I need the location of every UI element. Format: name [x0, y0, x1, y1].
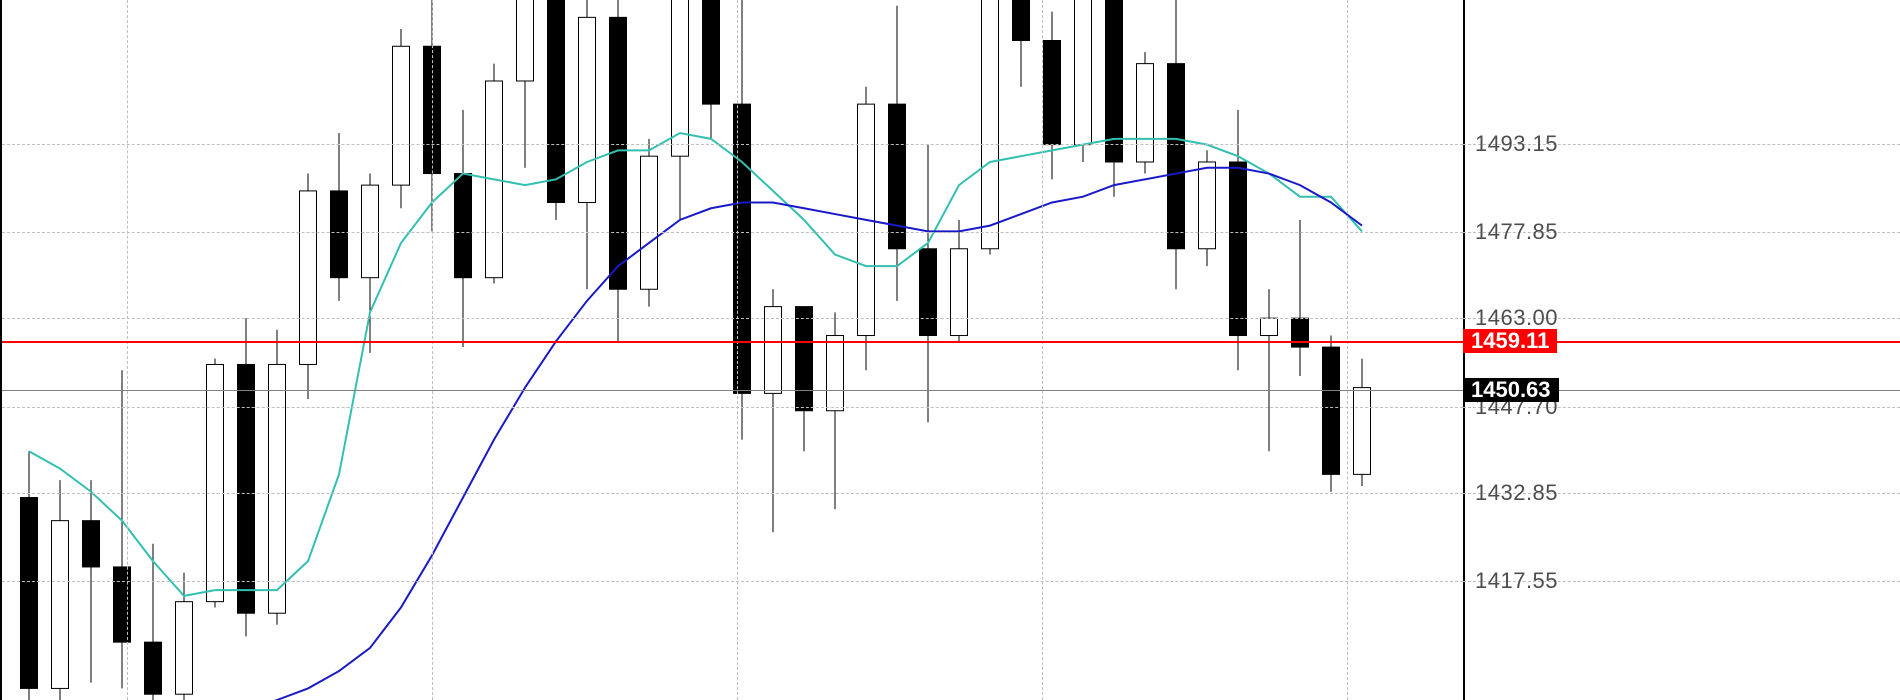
- candle-body: [1168, 64, 1185, 249]
- axis-price-label: 1477.85: [1475, 219, 1558, 245]
- candle-body: [1106, 0, 1123, 162]
- candle-body: [827, 336, 844, 411]
- candle-body: [517, 0, 534, 81]
- candle-body: [982, 0, 999, 249]
- candle-body: [207, 364, 224, 601]
- candle-body: [1137, 64, 1154, 162]
- candle-body: [1044, 40, 1061, 144]
- candle-body: [455, 174, 472, 278]
- candle-body: [145, 642, 162, 694]
- candle-body: [579, 17, 596, 202]
- gridline-horizontal: [2, 232, 1463, 233]
- gridline-vertical: [432, 0, 433, 700]
- gridline-horizontal: [2, 407, 1463, 408]
- candle-body: [300, 191, 317, 365]
- candle-body: [548, 0, 565, 202]
- axis-price-label: 1493.15: [1475, 131, 1558, 157]
- price-line: [2, 390, 1463, 391]
- gridline-vertical: [737, 0, 738, 700]
- candle-body: [703, 0, 720, 104]
- gridline-vertical: [1347, 0, 1348, 700]
- gridline-horizontal: [2, 318, 1463, 319]
- candle-body: [393, 46, 410, 185]
- candle-body: [920, 249, 937, 336]
- candle-body: [238, 364, 255, 613]
- candle-body: [1292, 318, 1309, 347]
- candle-body: [1323, 347, 1340, 474]
- gridline-horizontal: [2, 144, 1463, 145]
- candle-body: [641, 156, 658, 289]
- gridline-vertical: [127, 0, 128, 700]
- candle-body: [1013, 0, 1030, 40]
- price-marker-label: 1459.11: [1463, 329, 1557, 353]
- candle-body: [52, 521, 69, 689]
- gridline-vertical: [1042, 0, 1043, 700]
- ma-short-line: [29, 133, 1362, 596]
- gridline-horizontal: [2, 581, 1463, 582]
- candle-body: [796, 307, 813, 411]
- candle-body: [331, 191, 348, 278]
- gridline-horizontal: [2, 493, 1463, 494]
- candle-body: [1354, 388, 1371, 475]
- candle-body: [765, 307, 782, 394]
- candle-body: [1199, 162, 1216, 249]
- candle-body: [176, 602, 193, 695]
- candle-body: [1075, 0, 1092, 145]
- candle-body: [21, 498, 38, 689]
- candle-body: [1230, 162, 1247, 336]
- candle-body: [951, 249, 968, 336]
- candlestick-chart[interactable]: 1493.151477.851463.001447.701432.851417.…: [0, 0, 1900, 700]
- candle-body: [1261, 318, 1278, 335]
- price-marker-label: 1450.63: [1463, 378, 1559, 402]
- plot-svg: [2, 0, 1463, 700]
- candle-body: [83, 521, 100, 567]
- axis-price-label: 1417.55: [1475, 568, 1558, 594]
- price-line: [2, 341, 1463, 343]
- candle-body: [269, 364, 286, 613]
- axis-price-label: 1432.85: [1475, 480, 1558, 506]
- price-axis: 1493.151477.851463.001447.701432.851417.…: [1463, 0, 1900, 700]
- plot-area[interactable]: [0, 0, 1465, 700]
